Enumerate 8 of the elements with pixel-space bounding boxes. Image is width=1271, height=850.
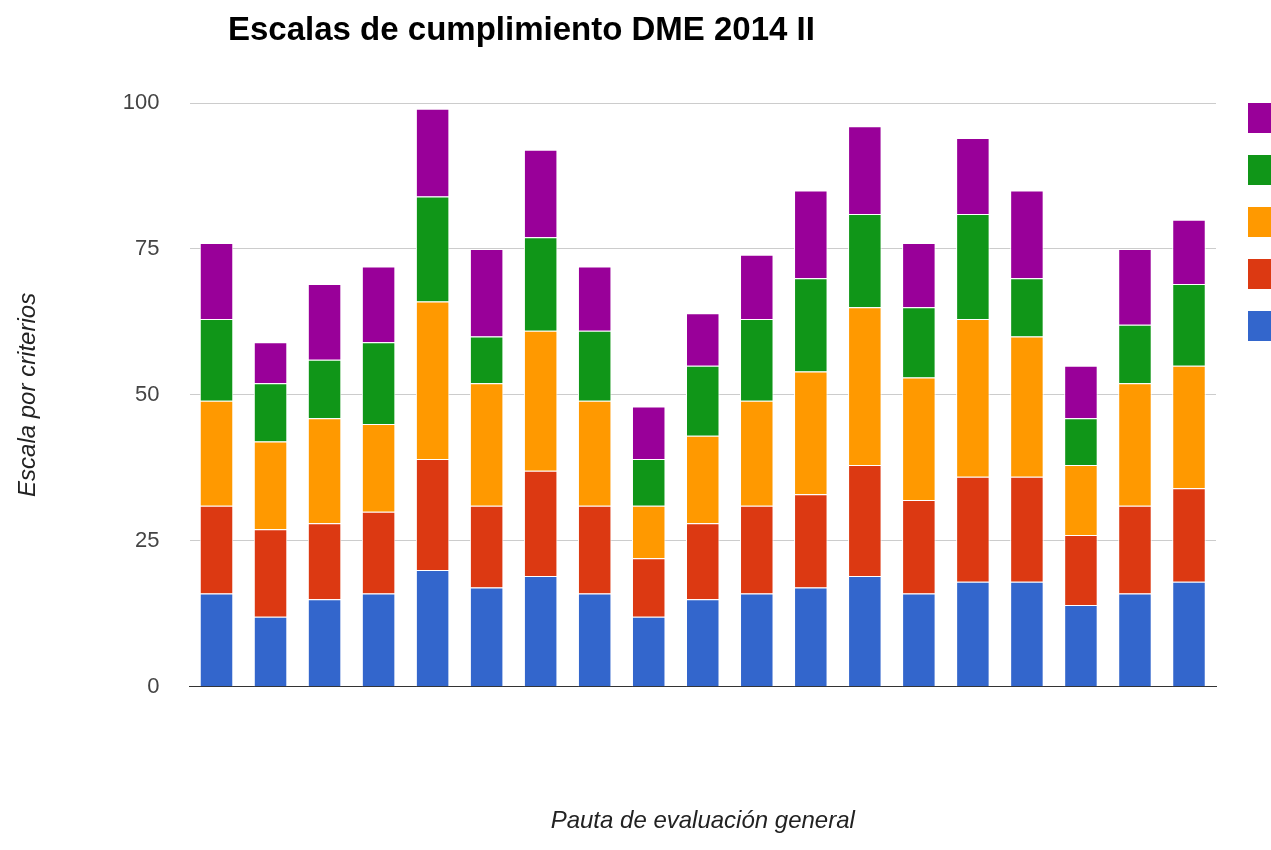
y-tick-label: 75 bbox=[135, 235, 160, 261]
chart-title: Escalas de cumplimiento DME 2014 II bbox=[228, 10, 815, 48]
y-axis-title: Escala por criterios bbox=[13, 292, 41, 497]
y-tick-label: 100 bbox=[122, 89, 160, 115]
y-tick-label: 0 bbox=[147, 672, 160, 698]
y-tick-label: 25 bbox=[135, 526, 160, 552]
y-tick-label: 50 bbox=[135, 380, 160, 406]
x-axis-title: Pauta de evaluación general bbox=[550, 806, 856, 834]
